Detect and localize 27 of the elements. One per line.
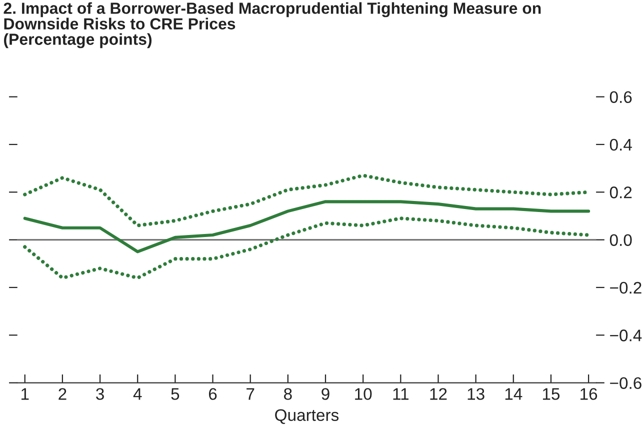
y-tick-label: 0.2 (610, 186, 632, 198)
y-tick-label: 0.4 (610, 138, 632, 151)
x-tick-label: 6 (208, 388, 217, 400)
x-tick-label: 14 (505, 388, 522, 400)
x-tick-label: 15 (542, 388, 560, 400)
x-tick-label: 10 (355, 388, 372, 400)
x-tick-label: 9 (322, 388, 330, 400)
x-tick-label: 16 (580, 388, 598, 400)
x-tick-label: 7 (246, 388, 254, 400)
x-tick-label: 1 (22, 388, 29, 400)
y-tick-label: −0.4 (610, 330, 642, 342)
x-axis-title: Quarters (275, 409, 339, 424)
x-tick-label: 12 (430, 388, 447, 400)
line-series (23, 216, 590, 280)
x-tick-label: 2 (58, 388, 66, 400)
x-tick-label: 11 (393, 388, 408, 400)
y-tick-label: 0.0 (610, 234, 632, 246)
y-tick-label: −0.2 (610, 282, 642, 294)
y-tick-label: 0.6 (610, 91, 632, 104)
line-series (23, 200, 590, 254)
y-tick-label: −0.6 (610, 377, 642, 390)
x-tick-label: 13 (468, 388, 484, 400)
x-tick-label: 8 (284, 388, 292, 400)
chart-title: 2. Impact of a Borrower-Based Macroprudential Tightening Measure on Downside Risks to CRE Prices (Percentage points) (4, 2, 541, 48)
x-tick-label: 4 (133, 388, 142, 400)
x-tick-label: 5 (171, 388, 180, 400)
x-tick-label: 3 (96, 388, 104, 400)
